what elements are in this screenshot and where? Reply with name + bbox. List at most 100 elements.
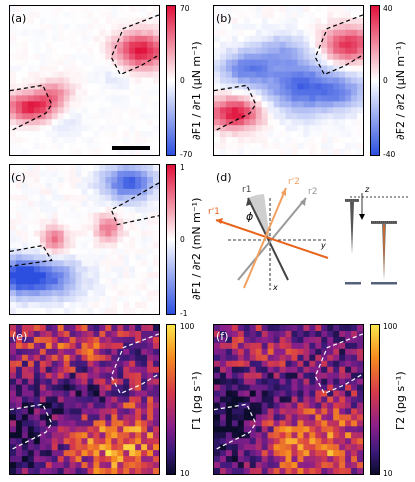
heatmap-cell bbox=[21, 194, 29, 202]
heatmap-cell bbox=[45, 6, 53, 13]
heatmap-cell bbox=[27, 11, 35, 19]
heatmap-cell bbox=[33, 182, 41, 190]
heatmap-cell bbox=[273, 426, 280, 433]
phi-angle-wedge bbox=[248, 194, 270, 240]
heatmap-cell bbox=[129, 325, 136, 332]
heatmap-cell bbox=[321, 71, 328, 78]
heatmap-cell bbox=[261, 95, 269, 102]
heatmap-cell bbox=[63, 254, 70, 261]
heatmap-cell bbox=[69, 29, 76, 37]
heatmap-cell bbox=[27, 372, 35, 380]
heatmap-cell bbox=[45, 29, 53, 37]
heatmap-cell bbox=[105, 119, 112, 126]
heatmap-cell bbox=[75, 402, 82, 409]
heatmap-cell bbox=[309, 35, 316, 43]
heatmap-cell bbox=[129, 212, 136, 220]
heatmap-cell bbox=[321, 41, 328, 49]
heatmap-cell bbox=[345, 77, 352, 84]
heatmap-cell bbox=[93, 224, 100, 231]
heatmap-cell bbox=[345, 354, 352, 362]
heatmap-cell bbox=[117, 360, 124, 368]
heatmap-cell bbox=[303, 17, 310, 25]
heatmap-cell bbox=[219, 95, 227, 102]
heatmap-cell bbox=[237, 29, 245, 37]
heatmap-cell bbox=[135, 278, 142, 285]
heatmap-cell bbox=[261, 330, 269, 338]
heatmap-cell bbox=[33, 432, 41, 439]
heatmap-cell bbox=[225, 444, 233, 451]
colorbar-b bbox=[370, 5, 380, 156]
heatmap-cell bbox=[15, 137, 23, 144]
heatmap-cell bbox=[117, 206, 124, 214]
heatmap-cell bbox=[117, 131, 124, 138]
heatmap-cell bbox=[333, 420, 340, 427]
heatmap-cell bbox=[93, 414, 100, 421]
heatmap-cell bbox=[21, 23, 29, 31]
heatmap-cell bbox=[345, 438, 352, 445]
heatmap-cell bbox=[327, 107, 334, 114]
heatmap-cell bbox=[63, 107, 70, 114]
heatmap-cell bbox=[15, 230, 23, 237]
heatmap-cell bbox=[147, 242, 154, 249]
heatmap-cell bbox=[87, 149, 94, 155]
heatmap-cell bbox=[87, 53, 94, 61]
heatmap-cell bbox=[99, 212, 106, 220]
heatmap-cell bbox=[45, 426, 53, 433]
heatmap-cell bbox=[339, 402, 346, 409]
heatmap-cell bbox=[357, 29, 363, 37]
heatmap-cell bbox=[309, 107, 316, 114]
heatmap-cell bbox=[111, 284, 118, 291]
heatmap-cell bbox=[27, 35, 35, 43]
heatmap-cell bbox=[321, 396, 328, 403]
heatmap-cell bbox=[309, 444, 316, 451]
heatmap-cell bbox=[339, 342, 346, 350]
heatmap-cell bbox=[45, 444, 53, 451]
heatmap-cell bbox=[141, 468, 148, 474]
heatmap-cell bbox=[123, 71, 130, 78]
heatmap-cell bbox=[33, 330, 41, 338]
heatmap-cell bbox=[15, 414, 23, 421]
heatmap-cell bbox=[117, 296, 124, 303]
heatmap-cell bbox=[153, 284, 159, 291]
heatmap-cell bbox=[333, 384, 340, 391]
heatmap-cell bbox=[33, 230, 41, 237]
heatmap-cell bbox=[285, 119, 292, 126]
heatmap-cell bbox=[141, 254, 148, 261]
heatmap-cell bbox=[10, 188, 17, 196]
heatmap-cell bbox=[45, 432, 53, 439]
heatmap-cell bbox=[357, 95, 363, 102]
heatmap-cell bbox=[27, 224, 35, 231]
heatmap-cell bbox=[291, 59, 298, 66]
heatmap-cell bbox=[33, 194, 41, 202]
heatmap-cell bbox=[111, 242, 118, 249]
heatmap-cell bbox=[297, 41, 304, 49]
heatmap-cell bbox=[69, 206, 76, 214]
heatmap-cell bbox=[147, 248, 154, 255]
heatmap-cell bbox=[39, 432, 47, 439]
heatmap-cell bbox=[345, 432, 352, 439]
heatmap-cell bbox=[51, 212, 59, 220]
heatmap-cell bbox=[39, 149, 47, 155]
heatmap-cell bbox=[261, 23, 269, 31]
heatmap-cell bbox=[99, 396, 106, 403]
heatmap-cell bbox=[69, 308, 76, 314]
heatmap-cell bbox=[39, 468, 47, 474]
heatmap-cell bbox=[69, 71, 76, 78]
heatmap-cell bbox=[27, 194, 35, 202]
heatmap-cell bbox=[237, 342, 245, 350]
heatmap-cell bbox=[219, 23, 227, 31]
heatmap-cell bbox=[147, 254, 154, 261]
heatmap-cell bbox=[87, 29, 94, 37]
heatmap-cell bbox=[99, 65, 106, 72]
heatmap-cell bbox=[27, 254, 35, 261]
heatmap-cell bbox=[81, 438, 88, 445]
heatmap-cell bbox=[333, 325, 340, 332]
heatmap-cell bbox=[57, 119, 65, 126]
heatmap-cell bbox=[39, 107, 47, 114]
heatmap-cell bbox=[117, 89, 124, 96]
heatmap-cell bbox=[267, 414, 274, 421]
heatmap-cell bbox=[237, 360, 245, 368]
heatmap-cell bbox=[153, 137, 159, 144]
heatmap-cell bbox=[231, 59, 239, 66]
heatmap-cell bbox=[27, 230, 35, 237]
